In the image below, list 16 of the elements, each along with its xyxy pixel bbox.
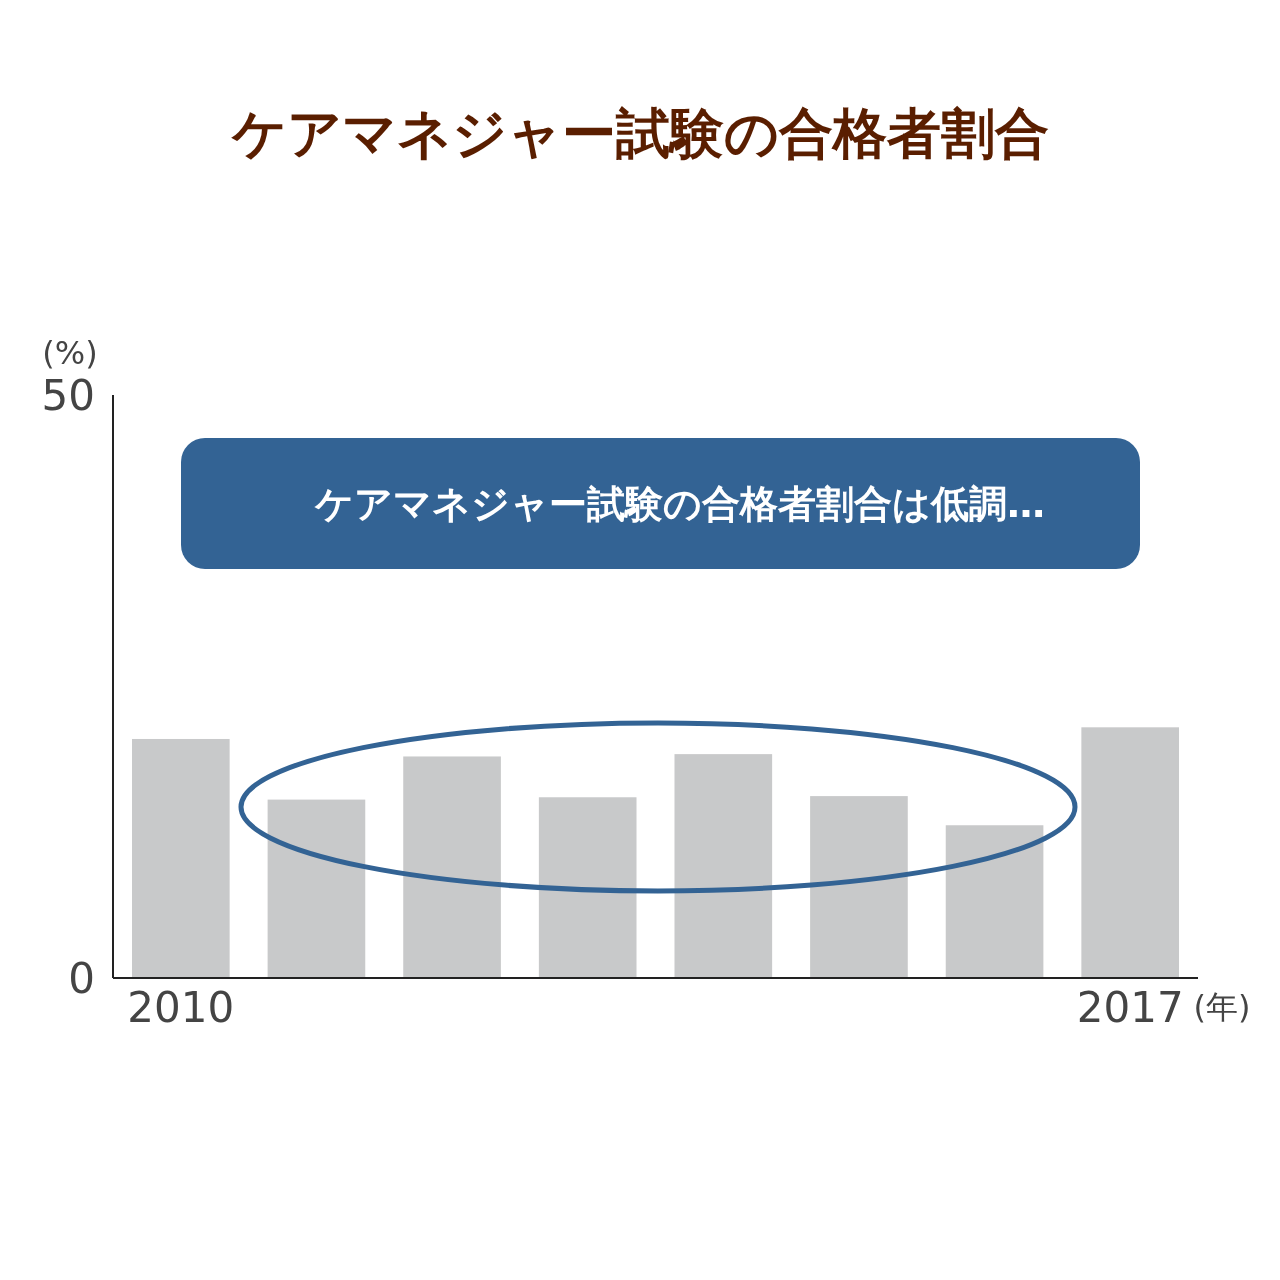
- y-tick-label: 0: [68, 953, 95, 1003]
- y-axis-title: (%): [42, 334, 98, 372]
- bar: [945, 825, 1044, 978]
- bar: [674, 754, 773, 978]
- bar: [267, 799, 366, 978]
- chart-title: ケアマネジャー試験の合格者割合: [230, 102, 1049, 165]
- bar: [1081, 727, 1180, 978]
- bar: [538, 797, 637, 978]
- annotation: ケアマネジャー試験の合格者割合は低調…: [314, 482, 1045, 527]
- y-tick-label: 50: [41, 370, 95, 420]
- x-tick-label: 2010: [127, 983, 235, 1032]
- bar: [810, 796, 908, 978]
- bar: [131, 738, 230, 978]
- x-axis-title: (年): [1193, 988, 1251, 1026]
- x-tick-label: 2017: [1076, 983, 1184, 1032]
- bar: [403, 756, 501, 978]
